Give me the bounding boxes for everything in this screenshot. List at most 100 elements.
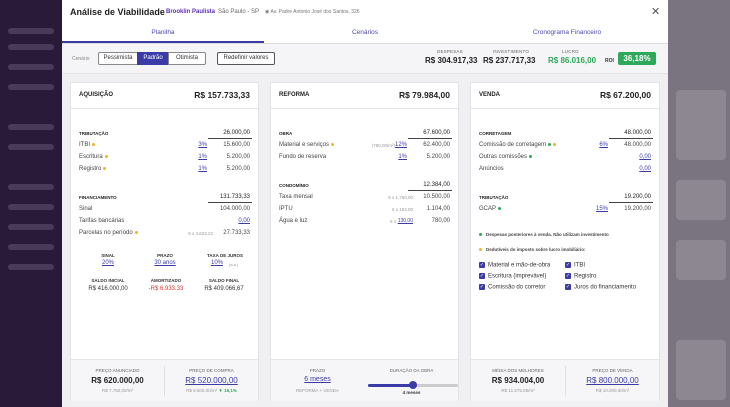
bg-card bbox=[676, 90, 726, 160]
address-text: Av. Padre Antonio José dos Santos, 326 bbox=[270, 9, 360, 15]
agua-luz-hint-link[interactable]: 130,00 bbox=[397, 218, 413, 224]
material-percent-link[interactable]: 12% bbox=[394, 142, 407, 148]
duration-slider[interactable] bbox=[368, 381, 458, 389]
check-escritura[interactable]: ✓ Escritura (imprevável) bbox=[479, 273, 547, 280]
fundo-value: 5.200,00 bbox=[426, 154, 450, 160]
juros-kpi-link[interactable]: 10% bbox=[210, 260, 223, 266]
parcelas-row-label: Parcelas no período bbox=[79, 230, 138, 236]
duracao-value: 4 meses bbox=[402, 390, 421, 395]
tab-bar: Planilha Cenários Cronograma Financeiro bbox=[62, 24, 668, 44]
prazo-label: PRAZO bbox=[309, 368, 326, 373]
acquisition-total: R$ 157.733,33 bbox=[194, 90, 250, 100]
viability-modal: Análise de Viabilidade Brooklin Paulista… bbox=[62, 0, 668, 407]
itbi-value: 15.600,00 bbox=[223, 142, 250, 148]
acquisition-title: AQUISIÇÃO bbox=[79, 92, 114, 98]
background-content bbox=[668, 0, 730, 407]
media-sub: R$ 11.675,05/m² bbox=[501, 388, 535, 393]
check-juros[interactable]: ✓ Juros do financiamento bbox=[565, 284, 637, 291]
tarifas-value-link[interactable]: 0,00 bbox=[238, 218, 250, 224]
close-icon[interactable]: ✕ bbox=[651, 6, 661, 18]
subtotal-line bbox=[609, 138, 653, 139]
iptu-row-label: IPTU bbox=[279, 206, 293, 212]
bg-card bbox=[676, 180, 726, 220]
sale-footer: MÉDIA DOS MELHORES R$ 934.004,00 R$ 11.6… bbox=[471, 359, 659, 401]
obra-header: OBRA bbox=[279, 131, 293, 136]
iptu-hint: 6 x 184,00 bbox=[391, 207, 413, 212]
check-registro[interactable]: ✓ Registro bbox=[565, 273, 597, 280]
sinal-kpi-link[interactable]: 20% bbox=[101, 260, 114, 266]
modal-header: Análise de Viabilidade Brooklin Paulista… bbox=[62, 0, 668, 24]
parcelas-hint: 6 x 4.622,22 bbox=[188, 231, 213, 236]
bg-card bbox=[676, 340, 726, 400]
post-sale-note: Despesas posteriores à venda. Não utiliz… bbox=[479, 232, 609, 237]
check-material[interactable]: ✓ Material e mão-de-obra bbox=[479, 262, 551, 269]
fundo-row-label: Fundo de reserva bbox=[279, 154, 327, 160]
escritura-percent-link[interactable]: 1% bbox=[198, 154, 207, 160]
bg-nav-item bbox=[8, 144, 54, 150]
bg-nav-item bbox=[8, 184, 54, 190]
corretagem-total: 48.000,00 bbox=[624, 130, 651, 136]
prazo-kpi-label: PRAZO bbox=[157, 253, 173, 258]
material-row-label: Material e serviços bbox=[279, 142, 335, 148]
saldo-inicial-label: SALDO INICIAL bbox=[91, 278, 125, 283]
scenario-padrao-button[interactable]: Padrão bbox=[137, 52, 169, 65]
registro-row-label: Registro bbox=[79, 166, 107, 172]
background-sidebar bbox=[0, 0, 62, 407]
preco-compra-link[interactable]: R$ 520.000,00 bbox=[185, 376, 238, 385]
check-comissao[interactable]: ✓ Comissão do corretor bbox=[479, 284, 546, 291]
investment-value: R$ 237.717,33 bbox=[483, 56, 536, 65]
duracao-label: DURAÇÃO DA OBRA bbox=[389, 368, 434, 373]
scenario-otimista-button[interactable]: Otimista bbox=[168, 52, 206, 65]
anuncios-link[interactable]: 0,00 bbox=[639, 166, 651, 172]
outras-comissoes-link[interactable]: 0,00 bbox=[639, 154, 651, 160]
gcap-percent-link[interactable]: 15% bbox=[595, 206, 608, 212]
registro-percent-link[interactable]: 1% bbox=[198, 166, 207, 172]
subtotal-line bbox=[408, 190, 452, 191]
bg-nav-item bbox=[8, 264, 54, 270]
iptu-value: 1.104,00 bbox=[426, 206, 450, 212]
media-label: MÉDIA DOS MELHORES bbox=[492, 368, 544, 373]
juros-kpi-suffix: (a.a.) bbox=[229, 262, 239, 267]
slider-fill bbox=[368, 384, 413, 387]
prazo-link[interactable]: 6 meses bbox=[304, 376, 331, 383]
check-itbi[interactable]: ✓ ITBI bbox=[565, 262, 586, 269]
preco-anunciado-label: PREÇO ANUNCIADO bbox=[95, 368, 140, 373]
fundo-percent-link[interactable]: 1% bbox=[398, 154, 407, 160]
acquisition-card: AQUISIÇÃO R$ 157.733,33 TRIBUTAÇÃO 26.00… bbox=[70, 82, 260, 401]
preco-venda-link[interactable]: R$ 800.000,00 bbox=[586, 376, 639, 385]
deductible-dot-icon bbox=[103, 166, 107, 170]
profit-label: LUCRO bbox=[562, 49, 579, 54]
scenario-pessimista-button[interactable]: Pessimista bbox=[98, 52, 138, 65]
acq-taxation-header: TRIBUTAÇÃO bbox=[79, 131, 109, 136]
material-hint: (780,00/m²) bbox=[371, 143, 395, 148]
comissao-percent-link[interactable]: 6% bbox=[599, 142, 608, 148]
escritura-value: 5.200,00 bbox=[226, 154, 250, 160]
bg-card bbox=[676, 240, 726, 280]
renovation-card: REFORMA R$ 79.984,00 OBRA 67.600,00 Mate… bbox=[270, 82, 460, 401]
deductible-dot-icon bbox=[104, 154, 108, 158]
itbi-percent-link[interactable]: 3% bbox=[198, 142, 207, 148]
sale-title: VENDA bbox=[479, 92, 501, 98]
taxa-mensal-hint: 6 x 1.750,00 bbox=[388, 195, 413, 200]
profit-value: R$ 86.016,00 bbox=[548, 56, 597, 65]
deductible-note: Dedutíveis do imposto sobre lucro imobil… bbox=[479, 247, 586, 252]
preco-anunciado-value: R$ 620.000,00 bbox=[91, 376, 144, 385]
tab-planilha[interactable]: Planilha bbox=[151, 29, 175, 36]
outras-comissoes-row-label: Outras comissões bbox=[479, 154, 533, 160]
prazo-kpi-link[interactable]: 30 anos bbox=[154, 260, 176, 266]
property-name: Brooklin Paulista bbox=[166, 9, 216, 15]
checkbox-checked-icon: ✓ bbox=[479, 262, 485, 268]
tab-cenarios[interactable]: Cenários bbox=[351, 29, 378, 36]
roi-badge: 36,18% bbox=[618, 52, 656, 65]
bg-nav-item bbox=[8, 224, 54, 230]
post-sale-dot-icon bbox=[479, 233, 482, 237]
slider-handle[interactable] bbox=[409, 381, 417, 389]
tab-cronograma[interactable]: Cronograma Financeiro bbox=[532, 29, 602, 36]
renovation-footer: PRAZO 6 meses REFORMA + VENDA DURAÇÃO DA… bbox=[271, 359, 458, 401]
bg-nav-item bbox=[8, 28, 54, 34]
reset-values-button[interactable]: Redefinir valores bbox=[217, 52, 275, 65]
sale-taxation-total: 19.200,00 bbox=[624, 194, 651, 200]
renovation-total: R$ 79.984,00 bbox=[398, 90, 450, 100]
escritura-row-label: Escritura bbox=[79, 154, 108, 160]
prazo-sub: REFORMA + VENDA bbox=[296, 388, 339, 393]
